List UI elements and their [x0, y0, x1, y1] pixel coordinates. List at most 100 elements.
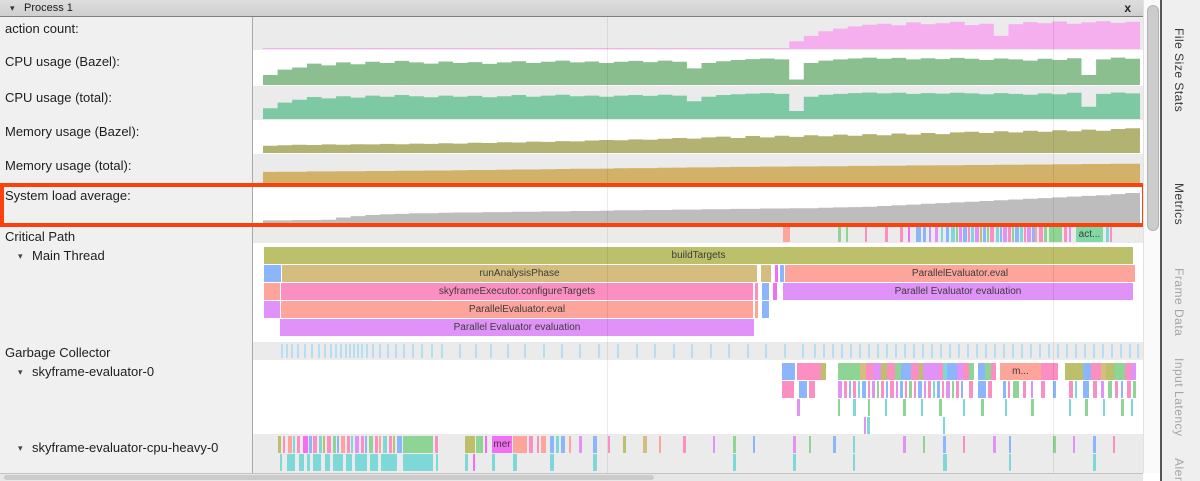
trace-tick[interactable] [872, 381, 875, 398]
trace-tick[interactable] [733, 454, 736, 471]
trace-tick[interactable] [853, 381, 856, 398]
trace-tick[interactable] [793, 436, 796, 453]
trace-tick[interactable] [963, 436, 965, 453]
trace-tick[interactable] [782, 363, 795, 380]
trace-tick[interactable] [264, 265, 281, 282]
trace-tick[interactable] [916, 227, 921, 242]
trace-tick[interactable] [550, 436, 554, 453]
trace-tick[interactable] [900, 381, 903, 398]
trace-tick[interactable] [923, 363, 939, 380]
close-icon[interactable]: x [1124, 1, 1131, 15]
trace-tick[interactable] [755, 301, 758, 318]
trace-tick[interactable] [978, 381, 986, 398]
trace-tick[interactable] [908, 227, 910, 242]
trace-tick[interactable] [755, 283, 758, 300]
trace-tick[interactable] [958, 344, 960, 358]
trace-tick[interactable] [683, 436, 686, 453]
trace-tick[interactable] [1120, 344, 1122, 358]
trace-tick[interactable] [335, 344, 337, 358]
trace-tick[interactable] [762, 301, 769, 318]
trace-tick[interactable] [797, 363, 821, 380]
trace-tick[interactable] [1039, 227, 1043, 242]
trace-tick[interactable] [850, 344, 852, 358]
trace-tick[interactable] [1012, 227, 1014, 242]
trace-tick[interactable] [1121, 381, 1123, 398]
trace-tick[interactable] [291, 344, 293, 358]
trace-tick[interactable] [1131, 399, 1133, 416]
trace-tick[interactable] [832, 344, 834, 358]
trace-tick[interactable] [1057, 344, 1059, 358]
horizontal-scrollbar[interactable] [0, 473, 1143, 481]
trace-tick[interactable] [283, 436, 285, 453]
trace-tick[interactable] [1093, 454, 1096, 471]
trace-tick[interactable] [841, 344, 843, 358]
trace-tick[interactable] [507, 344, 509, 358]
trace-tick[interactable] [341, 436, 345, 453]
flame-slice[interactable]: runAnalysisPhase [282, 265, 757, 282]
trace-tick[interactable] [886, 344, 888, 358]
trace-tick[interactable] [347, 436, 350, 453]
trace-tick[interactable] [307, 454, 310, 471]
trace-tick[interactable] [387, 344, 389, 358]
trace-tick[interactable] [762, 283, 769, 300]
trace-tick[interactable] [1069, 399, 1071, 416]
trace-tick[interactable] [728, 344, 730, 358]
trace-tick[interactable] [860, 363, 866, 380]
trace-tick[interactable] [1066, 344, 1068, 358]
trace-tick[interactable] [881, 381, 884, 398]
trace-tick[interactable] [809, 381, 815, 398]
trace-tick[interactable] [1115, 381, 1118, 398]
trace-tick[interactable] [901, 363, 911, 380]
collapse-arrow-icon[interactable]: ▾ [18, 367, 23, 377]
trace-tick[interactable] [313, 454, 321, 471]
trace-tick[interactable] [1009, 454, 1011, 471]
trace-tick[interactable] [940, 344, 942, 358]
cpu_total-counter-chart[interactable] [263, 87, 1140, 119]
trace-tick[interactable] [996, 227, 999, 242]
trace-tick[interactable] [866, 363, 873, 380]
trace-tick[interactable] [903, 399, 906, 416]
trace-tick[interactable] [814, 344, 816, 358]
trace-tick[interactable] [333, 436, 336, 453]
trace-tick[interactable] [1113, 436, 1115, 453]
flame-slice[interactable]: m... [1000, 363, 1041, 380]
trace-tick[interactable] [1108, 381, 1112, 398]
trace-tick[interactable] [524, 344, 526, 358]
trace-tick[interactable] [1133, 381, 1136, 398]
trace-tick[interactable] [561, 436, 565, 453]
trace-tick[interactable] [877, 381, 879, 398]
trace-tick[interactable] [1020, 227, 1023, 242]
trace-tick[interactable] [654, 344, 656, 358]
trace-tick[interactable] [802, 344, 804, 358]
trace-tick[interactable] [733, 436, 736, 453]
trace-tick[interactable] [1023, 381, 1026, 398]
trace-tick[interactable] [775, 265, 778, 282]
trace-tick[interactable] [959, 227, 962, 242]
trace-tick[interactable] [659, 436, 661, 453]
trace-tick[interactable] [896, 381, 898, 398]
flame-slice[interactable]: Parallel Evaluator evaluation [783, 283, 1133, 300]
trace-tick[interactable] [1083, 363, 1091, 380]
trace-tick[interactable] [956, 381, 959, 398]
trace-tick[interactable] [550, 454, 554, 471]
trace-tick[interactable] [345, 344, 347, 358]
trace-tick[interactable] [357, 344, 359, 358]
trace-tick[interactable] [971, 227, 974, 242]
trace-tick[interactable] [561, 344, 563, 358]
trace-tick[interactable] [1131, 363, 1136, 380]
trace-tick[interactable] [537, 436, 539, 453]
trace-tick[interactable] [903, 436, 906, 453]
trace-tick[interactable] [593, 436, 597, 453]
trace-tick[interactable] [579, 344, 581, 358]
trace-tick[interactable] [375, 436, 378, 453]
trace-tick[interactable] [943, 454, 947, 471]
trace-tick[interactable] [1137, 344, 1139, 358]
trace-tick[interactable] [556, 436, 559, 453]
trace-tick[interactable] [286, 344, 288, 358]
trace-tick[interactable] [985, 344, 987, 358]
trace-tick[interactable] [351, 436, 353, 453]
trace-tick[interactable] [859, 344, 861, 358]
trace-tick[interactable] [865, 227, 867, 242]
trace-tick[interactable] [1075, 344, 1077, 358]
trace-tick[interactable] [981, 399, 984, 416]
